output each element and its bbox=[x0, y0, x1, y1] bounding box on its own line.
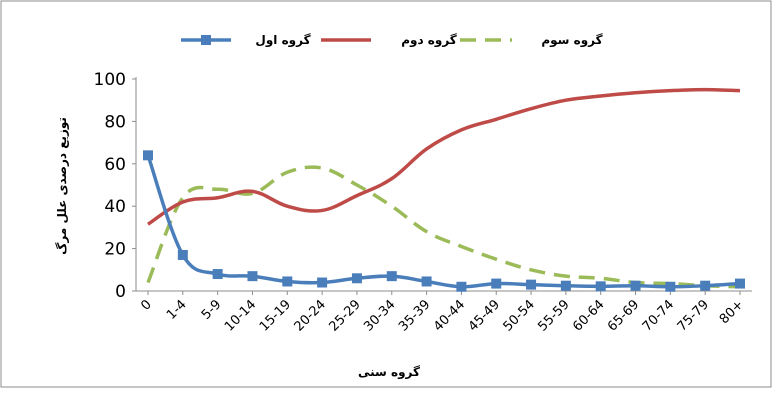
legend-marker-1 bbox=[201, 35, 211, 45]
series-1-marker bbox=[630, 280, 641, 291]
series-1-marker bbox=[247, 271, 258, 282]
series-1-marker bbox=[595, 281, 606, 292]
series-1-marker bbox=[351, 273, 362, 284]
series-1-marker bbox=[560, 280, 571, 291]
series-1-marker bbox=[317, 277, 328, 288]
legend-label-2: گروه دوم bbox=[401, 33, 457, 48]
legend-label-1: گروه اول bbox=[255, 33, 310, 48]
x-axis-title: گروه سنی bbox=[358, 365, 420, 380]
series-1-marker bbox=[700, 280, 711, 291]
y-tick-label: 0 bbox=[115, 282, 126, 302]
series-1-marker bbox=[421, 276, 432, 287]
y-tick-label: 20 bbox=[104, 240, 126, 260]
plot-area bbox=[143, 87, 745, 292]
y-tick-label: 60 bbox=[104, 155, 126, 175]
y-axis-title: توزیع درصدی علل مرگ bbox=[54, 117, 70, 255]
series-1-marker bbox=[665, 281, 676, 292]
y-tick-label: 40 bbox=[104, 197, 126, 217]
series-1-marker bbox=[526, 279, 537, 290]
series-1-marker bbox=[282, 276, 293, 287]
y-tick-label: 80 bbox=[104, 112, 126, 132]
series-1-marker bbox=[491, 278, 502, 289]
y-tick-label: 100 bbox=[94, 70, 126, 90]
series-1-marker bbox=[735, 278, 745, 289]
series-1-marker bbox=[212, 269, 223, 280]
legend: گروه اول گروه دوم گروه سوم bbox=[181, 33, 603, 48]
series-1-marker bbox=[143, 150, 153, 161]
series-1-marker bbox=[177, 249, 188, 260]
legend-label-3: گروه سوم bbox=[541, 33, 602, 48]
series-line-2 bbox=[147, 87, 741, 226]
series-1-marker bbox=[456, 281, 467, 292]
series-1-marker bbox=[386, 271, 397, 282]
